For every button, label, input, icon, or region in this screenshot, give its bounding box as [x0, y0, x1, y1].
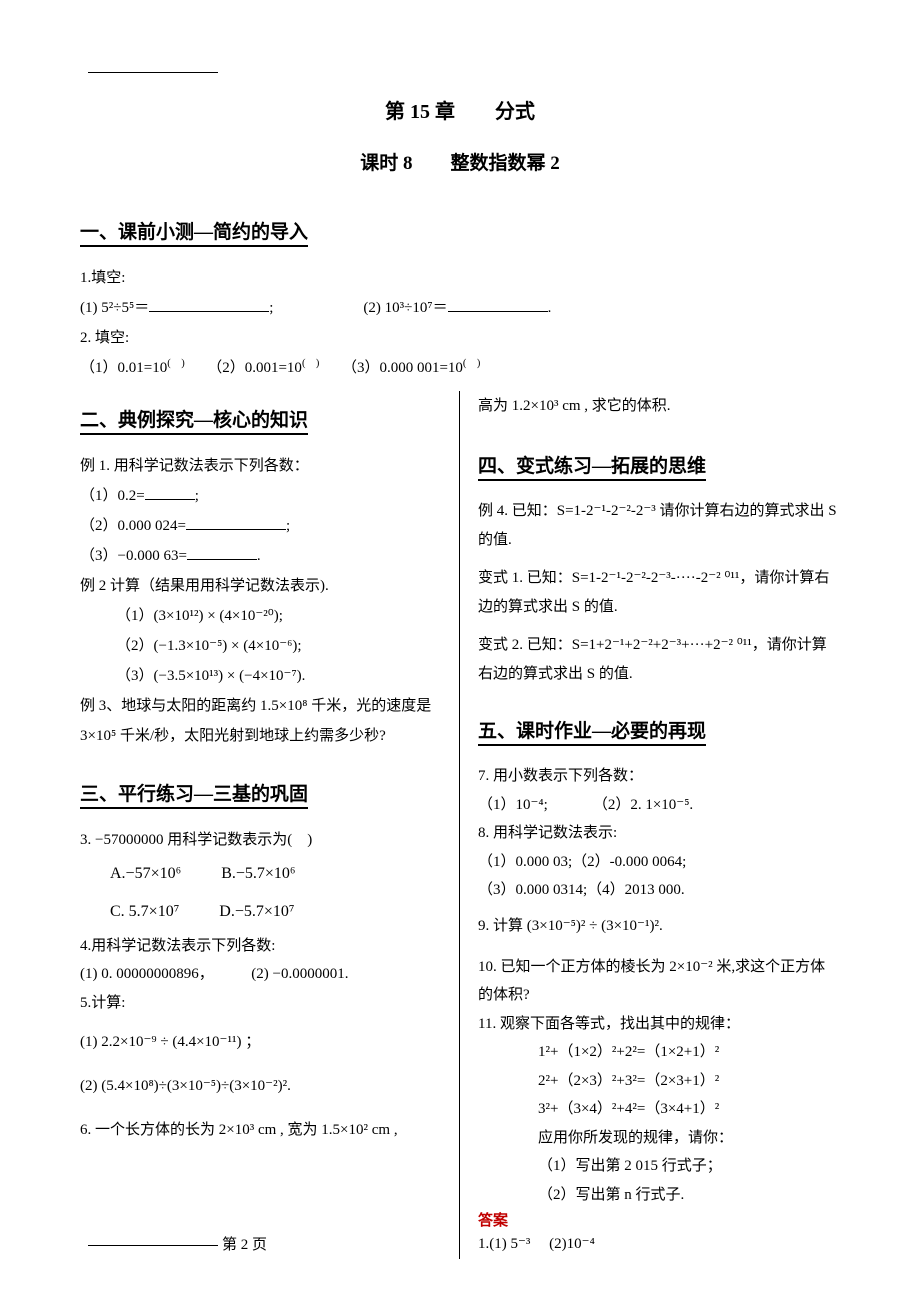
q11: 11. 观察下面各等式，找出其中的规律：: [478, 1010, 840, 1039]
q7a: （1）10⁻⁴;: [478, 797, 548, 813]
optB: B.−5.7×10⁶: [221, 855, 295, 893]
section-2-heading: 二、典例探究—核心的知识: [80, 405, 308, 435]
q7b: （2）2. 1×10⁻⁵.: [593, 797, 693, 813]
q11f: （2）写出第 n 行式子.: [478, 1181, 840, 1210]
q2a: （1）0.01=10: [80, 360, 167, 376]
q5b: (2) (5.4×10⁸)÷(3×10⁻⁵)÷(3×10⁻²)².: [80, 1071, 445, 1101]
q8: 8. 用科学记数法表示:: [478, 819, 840, 848]
footer-rule: [88, 1245, 218, 1246]
header-rule: [88, 72, 218, 73]
optD: D.−5.7×10⁷: [219, 893, 294, 931]
q5a: (1) 2.2×10⁻⁹ ÷ (4.4×10⁻¹¹) ；: [80, 1027, 445, 1057]
section-5-heading: 五、课时作业—必要的再现: [478, 716, 706, 746]
q1-items: (1) 5²÷5⁵＝; (2) 10³÷10⁷＝.: [80, 293, 840, 323]
q9: 9. 计算 (3×10⁻⁵)² ÷ (3×10⁻¹)².: [478, 911, 840, 941]
q4: 4.用科学记数法表示下列各数:: [80, 932, 445, 961]
q11c: 3²+（3×4）²+4²=（3×4+1）²: [478, 1095, 840, 1124]
q3: 3. −57000000 用科学记数表示为( ): [80, 825, 445, 855]
exp: ( ): [167, 358, 185, 369]
section-1-heading: 一、课前小测—简约的导入: [80, 217, 308, 247]
q5: 5.计算:: [80, 989, 445, 1018]
answer-label: 答案: [478, 1209, 840, 1230]
section-3-heading: 三、平行练习—三基的巩固: [80, 779, 308, 809]
q1-label: 1.填空:: [80, 263, 840, 293]
ex1b: （2）0.000 024=: [80, 518, 186, 534]
q4a: (1) 0. 00000000896，: [80, 966, 214, 982]
q2b: （2）0.001=10: [207, 360, 302, 376]
blank: [186, 516, 286, 530]
blank: [187, 546, 257, 560]
v1: 变式 1. 已知：S=1-2⁻¹-2⁻²-2⁻³-····-2⁻² ⁰¹¹，请你…: [478, 564, 840, 621]
ex4: 例 4. 已知：S=1-2⁻¹-2⁻²-2⁻³ 请你计算右边的算式求出 S 的值…: [478, 497, 840, 554]
ex2b: （2）(−1.3×10⁻⁵) × (4×10⁻⁶);: [80, 631, 445, 661]
q2-items: （1）0.01=10( ) （2）0.001=10( ) （3）0.000 00…: [80, 353, 840, 383]
ex2a: （1）(3×10¹²) × (4×10⁻²⁰);: [80, 601, 445, 631]
right-column: 高为 1.2×10³ cm , 求它的体积. 四、变式练习—拓展的思维 例 4.…: [460, 391, 840, 1259]
q6-cont: 高为 1.2×10³ cm , 求它的体积.: [478, 391, 840, 421]
ex1c: （3）−0.000 63=: [80, 548, 187, 564]
q1a-text: (1) 5²÷5⁵＝: [80, 300, 149, 316]
page-number: 第 2 页: [222, 1237, 267, 1253]
optA: A.−57×10⁶: [110, 855, 181, 893]
q8a: （1）0.000 03;（2）-0.000 0064;: [478, 848, 840, 877]
page-footer: 第 2 页: [88, 1233, 267, 1254]
q11e: （1）写出第 2 015 行式子；: [478, 1152, 840, 1181]
blank: [149, 298, 269, 312]
q4-row: (1) 0. 00000000896， (2) −0.0000001.: [80, 960, 445, 989]
exp: ( ): [463, 358, 481, 369]
q11d: 应用你所发现的规律，请你：: [478, 1124, 840, 1153]
q6: 6. 一个长方体的长为 2×10³ cm , 宽为 1.5×10² cm ,: [80, 1115, 445, 1145]
chapter-title: 第 15 章 分式: [80, 95, 840, 124]
exp: ( ): [302, 358, 320, 369]
q10: 10. 已知一个正方体的棱长为 2×10⁻² 米,求这个正方体的体积?: [478, 953, 840, 1010]
ex1: 例 1. 用科学记数法表示下列各数：: [80, 451, 445, 481]
q1b-text: (2) 10³÷10⁷＝: [363, 300, 447, 316]
q4b: (2) −0.0000001.: [251, 966, 348, 982]
ex2: 例 2 计算（结果用用科学记数法表示).: [80, 571, 445, 601]
q3-options: A.−57×10⁶ B.−5.7×10⁶ C. 5.7×10⁷ D.−5.7×1…: [80, 855, 445, 932]
ex2c: （3）(−3.5×10¹³) × (−4×10⁻⁷).: [80, 661, 445, 691]
q11b: 2²+（2×3）²+3²=（2×3+1）²: [478, 1067, 840, 1096]
blank: [448, 298, 548, 312]
blank: [145, 486, 195, 500]
q8b: （3）0.000 0314;（4）2013 000.: [478, 876, 840, 905]
section-4-heading: 四、变式练习—拓展的思维: [478, 451, 706, 481]
q11a: 1²+（1×2）²+2²=（1×2+1）²: [478, 1038, 840, 1067]
q2c: （3）0.000 001=10: [342, 360, 463, 376]
lesson-title: 课时 8 整数指数幂 2: [80, 148, 840, 175]
answer-1: 1.(1) 5⁻³ (2)10⁻⁴: [478, 1230, 840, 1259]
v2: 变式 2. 已知：S=1+2⁻¹+2⁻²+2⁻³+···+2⁻² ⁰¹¹，请你计…: [478, 631, 840, 688]
ex1a: （1）0.2=: [80, 488, 145, 504]
left-column: 二、典例探究—核心的知识 例 1. 用科学记数法表示下列各数： （1）0.2=;…: [80, 391, 460, 1259]
optC: C. 5.7×10⁷: [110, 893, 179, 931]
ex3: 例 3、地球与太阳的距离约 1.5×10⁸ 千米，光的速度是 3×10⁵ 千米/…: [80, 691, 445, 751]
q7-row: （1）10⁻⁴; （2）2. 1×10⁻⁵.: [478, 791, 840, 820]
q2-label: 2. 填空:: [80, 323, 840, 353]
q7: 7. 用小数表示下列各数：: [478, 762, 840, 791]
